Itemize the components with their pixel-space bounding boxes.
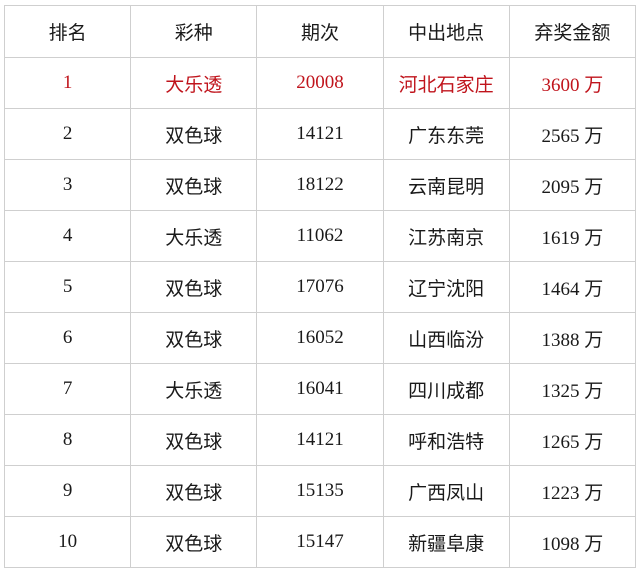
table-row: 3 双色球 18122 云南昆明 2095 万 (3, 159, 637, 211)
cell-draw-number: 16041 (256, 363, 384, 415)
cell-rank: 7 (3, 363, 132, 415)
cell-draw-number: 15135 (256, 465, 384, 517)
header-lottery-type: 彩种 (130, 5, 258, 58)
cell-draw-number: 18122 (256, 159, 384, 211)
table-row: 1 大乐透 20008 河北石家庄 3600 万 (3, 57, 637, 109)
cell-rank: 4 (3, 210, 132, 262)
cell-lottery-type: 双色球 (130, 159, 258, 211)
table-row: 4 大乐透 11062 江苏南京 1619 万 (3, 210, 637, 262)
cell-rank: 10 (3, 516, 132, 568)
cell-location: 呼和浩特 (382, 414, 510, 466)
cell-rank: 1 (3, 57, 132, 109)
cell-lottery-type: 双色球 (130, 516, 258, 568)
cell-draw-number: 17076 (256, 261, 384, 313)
header-location: 中出地点 (382, 5, 510, 58)
header-draw-number: 期次 (256, 5, 384, 58)
table-row: 10 双色球 15147 新疆阜康 1098 万 (3, 516, 637, 568)
cell-lottery-type: 大乐透 (130, 210, 258, 262)
cell-location: 山西临汾 (382, 312, 510, 364)
cell-rank: 6 (3, 312, 132, 364)
cell-unclaimed-amount: 1388 万 (508, 312, 637, 364)
cell-draw-number: 11062 (256, 210, 384, 262)
table-row: 6 双色球 16052 山西临汾 1388 万 (3, 312, 637, 364)
cell-lottery-type: 双色球 (130, 465, 258, 517)
cell-unclaimed-amount: 1098 万 (508, 516, 637, 568)
cell-lottery-type: 双色球 (130, 414, 258, 466)
cell-lottery-type: 双色球 (130, 261, 258, 313)
header-rank: 排名 (3, 5, 132, 58)
cell-rank: 9 (3, 465, 132, 517)
cell-unclaimed-amount: 1325 万 (508, 363, 637, 415)
cell-draw-number: 14121 (256, 108, 384, 160)
header-row: 排名 彩种 期次 中出地点 弃奖金额 (3, 5, 637, 58)
cell-draw-number: 15147 (256, 516, 384, 568)
cell-unclaimed-amount: 2095 万 (508, 159, 637, 211)
cell-rank: 2 (3, 108, 132, 160)
cell-location: 广西凤山 (382, 465, 510, 517)
cell-rank: 5 (3, 261, 132, 313)
header-unclaimed-amount: 弃奖金额 (508, 5, 637, 58)
cell-location: 云南昆明 (382, 159, 510, 211)
cell-lottery-type: 大乐透 (130, 363, 258, 415)
cell-unclaimed-amount: 3600 万 (508, 57, 637, 109)
table-row: 9 双色球 15135 广西凤山 1223 万 (3, 465, 637, 517)
cell-unclaimed-amount: 1464 万 (508, 261, 637, 313)
cell-location: 河北石家庄 (382, 57, 510, 109)
cell-draw-number: 20008 (256, 57, 384, 109)
cell-rank: 8 (3, 414, 132, 466)
cell-unclaimed-amount: 2565 万 (508, 108, 637, 160)
table-row: 2 双色球 14121 广东东莞 2565 万 (3, 108, 637, 160)
cell-draw-number: 14121 (256, 414, 384, 466)
cell-lottery-type: 大乐透 (130, 57, 258, 109)
table-row: 7 大乐透 16041 四川成都 1325 万 (3, 363, 637, 415)
cell-lottery-type: 双色球 (130, 108, 258, 160)
cell-location: 新疆阜康 (382, 516, 510, 568)
table-row: 8 双色球 14121 呼和浩特 1265 万 (3, 414, 637, 466)
cell-rank: 3 (3, 159, 132, 211)
cell-location: 江苏南京 (382, 210, 510, 262)
cell-location: 四川成都 (382, 363, 510, 415)
cell-unclaimed-amount: 1619 万 (508, 210, 637, 262)
cell-draw-number: 16052 (256, 312, 384, 364)
cell-unclaimed-amount: 1223 万 (508, 465, 637, 517)
cell-lottery-type: 双色球 (130, 312, 258, 364)
cell-location: 辽宁沈阳 (382, 261, 510, 313)
table-row: 5 双色球 17076 辽宁沈阳 1464 万 (3, 261, 637, 313)
cell-unclaimed-amount: 1265 万 (508, 414, 637, 466)
cell-location: 广东东莞 (382, 108, 510, 160)
